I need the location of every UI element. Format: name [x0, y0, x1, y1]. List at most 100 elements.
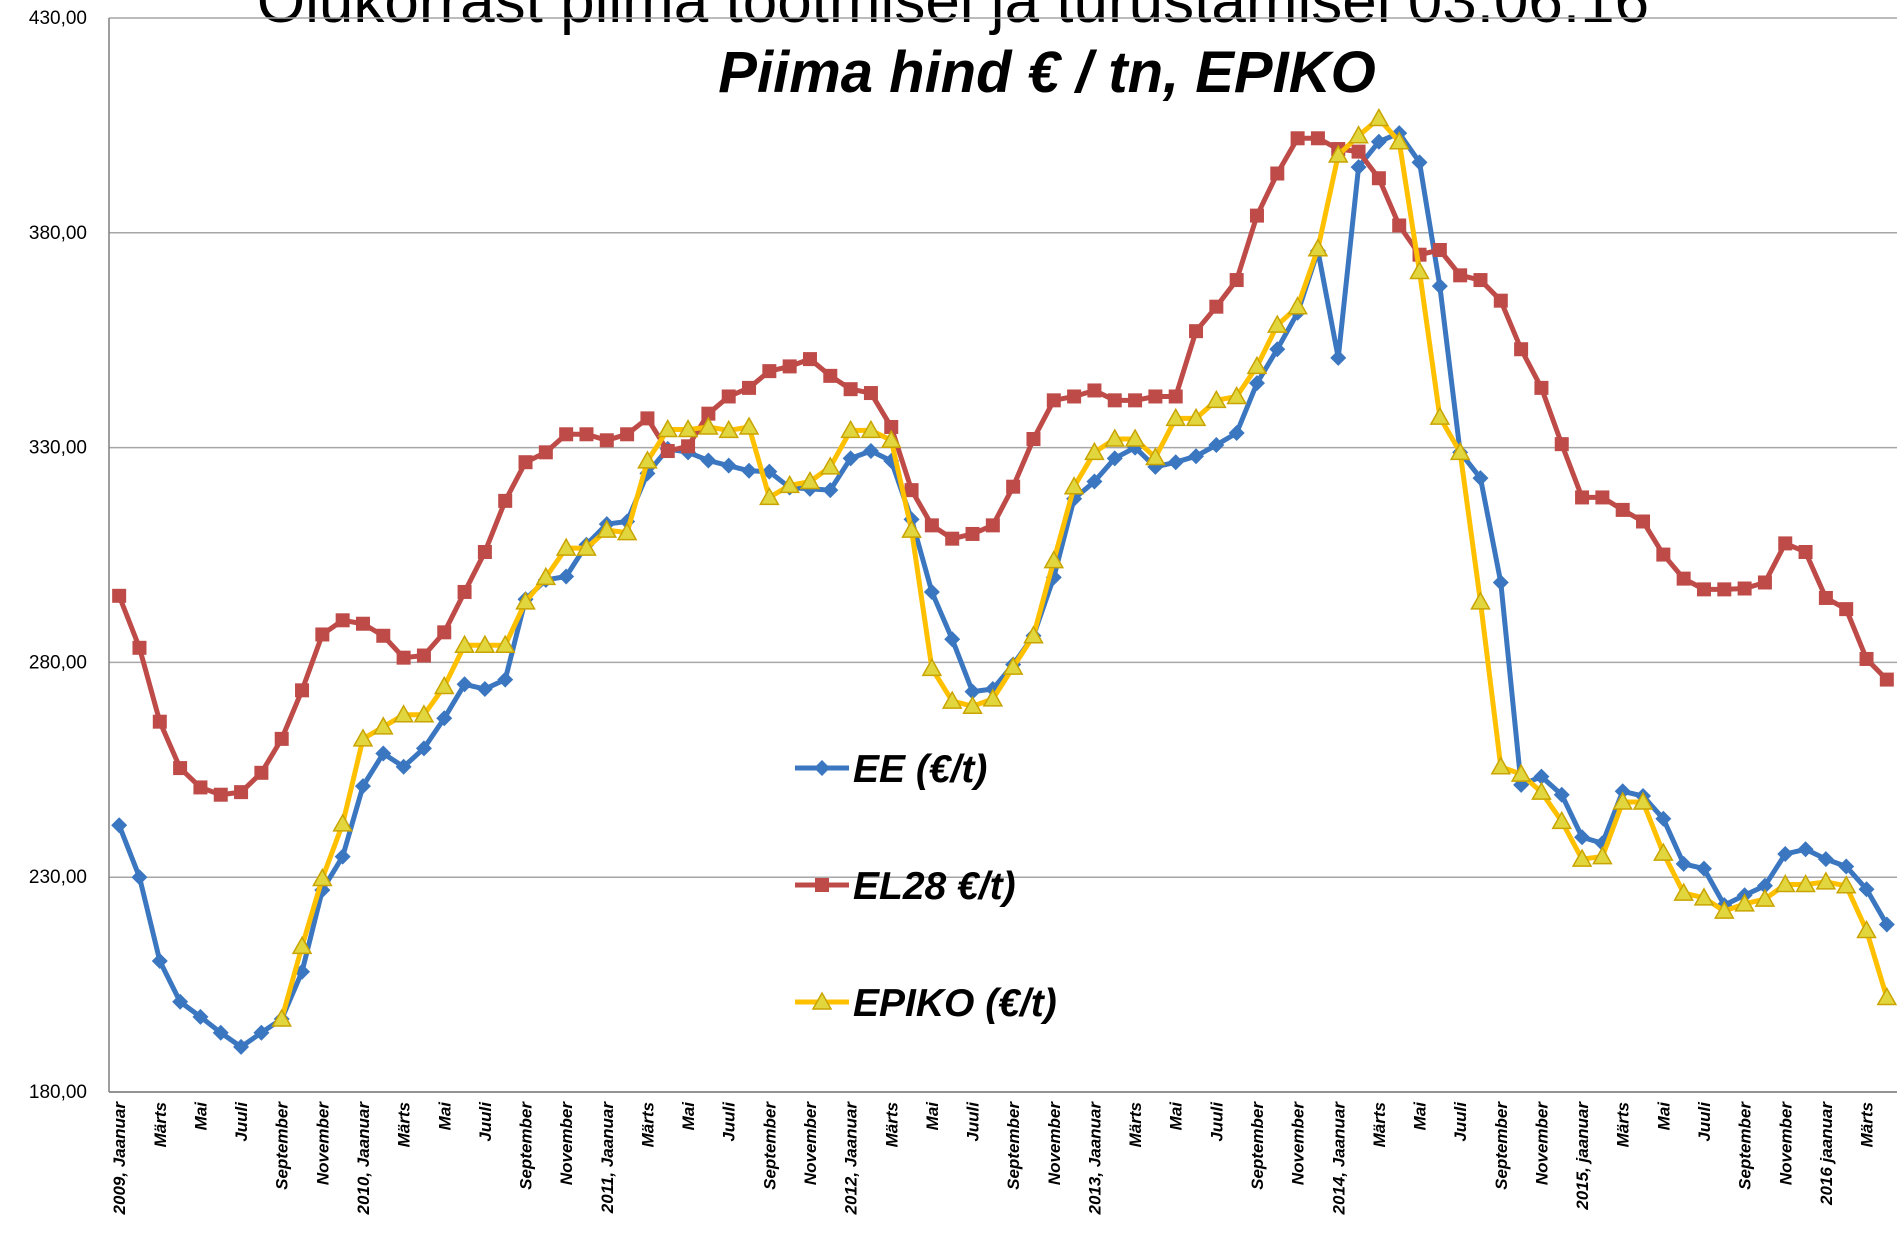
- data-point: [555, 537, 577, 556]
- data-point: [151, 952, 168, 969]
- data-point: [1636, 514, 1651, 529]
- x-tick-label: Mai: [923, 1101, 942, 1131]
- data-point: [901, 519, 922, 538]
- data-point: [1388, 131, 1410, 150]
- data-point: [1327, 144, 1349, 163]
- data-point: [376, 628, 391, 643]
- x-tick-label: Mai: [1654, 1101, 1673, 1131]
- data-point: [742, 380, 757, 395]
- data-point: [1756, 877, 1773, 894]
- data-point: [862, 443, 879, 460]
- data-point: [1797, 841, 1814, 858]
- x-tick-label: September: [1736, 1101, 1755, 1190]
- data-point: [1104, 428, 1126, 447]
- data-point: [820, 456, 841, 475]
- data-point: [1432, 242, 1447, 257]
- data-point: [1510, 763, 1532, 782]
- data-point: [1023, 625, 1044, 644]
- data-point: [1287, 296, 1308, 315]
- x-tick-label: 2014, Jaanuar: [1329, 1101, 1348, 1216]
- data-point: [1002, 656, 1024, 675]
- data-point: [1351, 144, 1366, 159]
- data-point: [596, 519, 618, 538]
- data-point: [1270, 166, 1285, 181]
- data-point: [1595, 490, 1610, 505]
- data-point: [964, 683, 981, 700]
- data-point: [1470, 591, 1491, 610]
- data-point: [1453, 268, 1468, 283]
- y-tick-label: 330,00: [29, 438, 87, 459]
- data-point: [923, 583, 940, 600]
- x-tick-label: Märts: [882, 1102, 901, 1147]
- data-point: [822, 482, 839, 499]
- data-point: [985, 518, 1000, 533]
- data-point: [1228, 424, 1245, 441]
- data-point: [720, 457, 737, 474]
- data-point: [373, 716, 394, 735]
- data-point: [1714, 900, 1735, 919]
- data-point: [1046, 393, 1061, 408]
- data-point: [1189, 324, 1204, 339]
- data-point: [1858, 881, 1875, 898]
- data-point: [1717, 582, 1732, 597]
- data-point: [497, 671, 514, 688]
- data-point: [1348, 125, 1369, 144]
- data-point: [1534, 380, 1549, 395]
- data-point: [921, 657, 943, 677]
- data-point: [840, 419, 861, 439]
- data-point: [1188, 448, 1205, 465]
- data-point: [1493, 293, 1508, 308]
- data-point: [395, 758, 412, 775]
- data-point: [579, 427, 594, 442]
- data-point: [843, 382, 858, 397]
- data-point: [518, 455, 533, 470]
- x-tick-label: Mai: [191, 1101, 210, 1131]
- data-point: [1693, 887, 1715, 906]
- x-tick-label: 2016 jaanuar: [1817, 1101, 1836, 1206]
- data-point: [1310, 131, 1325, 146]
- data-point: [1695, 860, 1712, 877]
- data-point: [1817, 851, 1834, 868]
- data-point: [233, 1038, 250, 1055]
- data-point: [274, 731, 289, 746]
- data-point: [721, 389, 736, 404]
- data-point: [759, 486, 780, 506]
- x-tick-label: September: [760, 1101, 779, 1190]
- legend-label: EPIKO (€/t): [853, 982, 1057, 1025]
- x-tick-label: November: [1289, 1101, 1308, 1186]
- x-tick-label: September: [1248, 1101, 1267, 1190]
- x-tick-label: Mai: [435, 1101, 454, 1131]
- x-tick-label: Märts: [1370, 1102, 1389, 1147]
- data-point: [111, 817, 128, 834]
- data-point: [1754, 888, 1776, 907]
- data-point: [474, 634, 496, 653]
- data-point: [1473, 273, 1488, 288]
- data-point: [1879, 672, 1894, 687]
- data-point: [193, 780, 208, 795]
- data-point: [1350, 159, 1367, 176]
- data-point: [1818, 590, 1833, 605]
- data-point: [944, 631, 961, 648]
- data-point: [1531, 781, 1552, 800]
- x-tick-label: Juuli: [1695, 1101, 1714, 1142]
- data-point: [415, 740, 432, 757]
- data-point: [823, 368, 838, 383]
- data-point: [741, 462, 758, 479]
- x-tick-label: Märts: [151, 1102, 170, 1147]
- data-point: [538, 445, 553, 460]
- data-point: [234, 785, 249, 800]
- data-point: [416, 648, 431, 663]
- x-tick-label: Märts: [638, 1102, 657, 1147]
- x-tick-label: 2009, Jaanuar: [110, 1101, 129, 1216]
- data-point: [1330, 349, 1347, 366]
- data-point: [212, 1024, 229, 1041]
- data-point: [660, 444, 675, 459]
- data-point: [152, 714, 167, 729]
- data-point: [782, 359, 797, 374]
- data-point: [213, 787, 228, 802]
- data-point: [1757, 575, 1772, 590]
- data-point: [1267, 314, 1288, 333]
- data-point: [1043, 550, 1065, 569]
- data-point: [965, 526, 980, 541]
